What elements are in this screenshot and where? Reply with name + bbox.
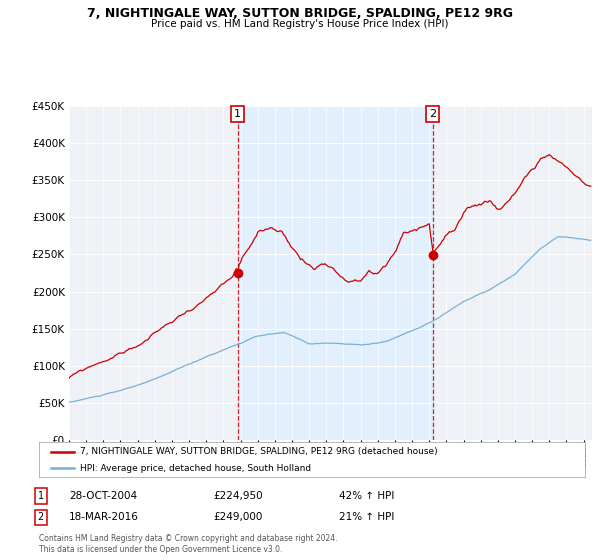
Text: 28-OCT-2004: 28-OCT-2004 [69,491,137,501]
Text: £224,950: £224,950 [213,491,263,501]
Text: 2: 2 [429,109,436,119]
Text: HPI: Average price, detached house, South Holland: HPI: Average price, detached house, Sout… [80,464,311,473]
Text: 2: 2 [38,512,44,522]
Bar [238,106,433,440]
Text: 1: 1 [38,491,44,501]
Text: 21% ↑ HPI: 21% ↑ HPI [339,512,394,522]
Text: 18-MAR-2016: 18-MAR-2016 [69,512,139,522]
Text: 42% ↑ HPI: 42% ↑ HPI [339,491,394,501]
Text: 7, NIGHTINGALE WAY, SUTTON BRIDGE, SPALDING, PE12 9RG (detached house): 7, NIGHTINGALE WAY, SUTTON BRIDGE, SPALD… [80,447,437,456]
Text: 1: 1 [234,109,241,119]
Text: Price paid vs. HM Land Registry's House Price Index (HPI): Price paid vs. HM Land Registry's House … [151,19,449,29]
Text: £249,000: £249,000 [213,512,262,522]
Text: Contains HM Land Registry data © Crown copyright and database right 2024.
This d: Contains HM Land Registry data © Crown c… [39,534,337,554]
Text: 7, NIGHTINGALE WAY, SUTTON BRIDGE, SPALDING, PE12 9RG: 7, NIGHTINGALE WAY, SUTTON BRIDGE, SPALD… [87,7,513,20]
